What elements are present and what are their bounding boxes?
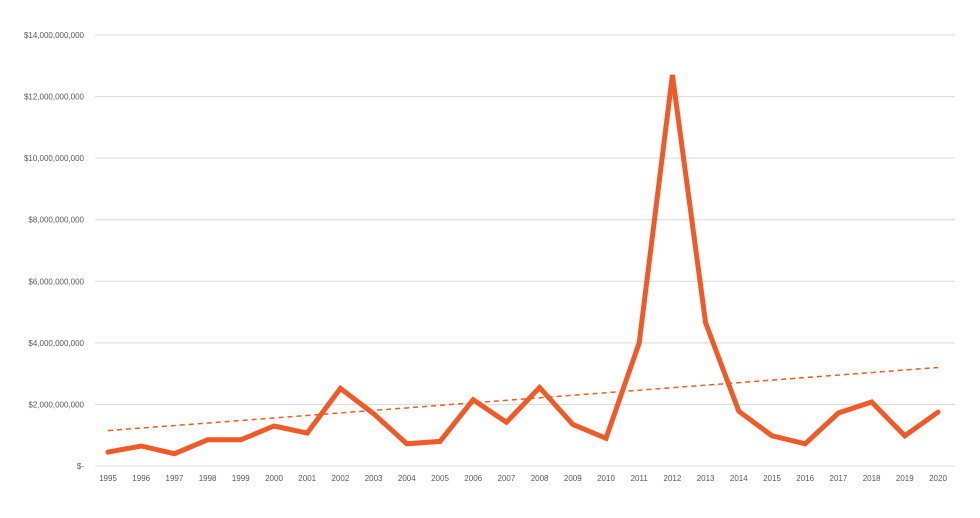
trendline: [107, 366, 939, 432]
x-tick-label: 2001: [298, 474, 316, 483]
x-axis-labels: 1995 1996 1997 1998 1999 2000 2001 2002 2003 2004…: [99, 474, 947, 483]
y-tick-label: $14,000,000,000: [24, 31, 85, 40]
x-tick-label: 2018: [863, 474, 881, 483]
y-tick-label: $2,000,000,000: [28, 400, 84, 409]
x-tick-label: 2011: [631, 474, 649, 483]
x-tick-label: 2012: [664, 474, 682, 483]
data-series-line: [105, 74, 941, 457]
x-tick-label: 1995: [99, 474, 117, 483]
y-tick-label: $12,000,000,000: [24, 93, 85, 102]
x-tick-label: 2017: [830, 474, 848, 483]
x-tick-label: 2013: [697, 474, 715, 483]
x-tick-label: 2006: [464, 474, 482, 483]
x-tick-label: 2020: [929, 474, 947, 483]
x-tick-label: 2000: [265, 474, 283, 483]
x-tick-label: 1999: [232, 474, 250, 483]
x-tick-label: 1997: [166, 474, 184, 483]
x-tick-label: 1998: [199, 474, 217, 483]
x-tick-label: 2007: [498, 474, 516, 483]
y-tick-label: $-: [77, 462, 84, 471]
x-tick-label: 1996: [132, 474, 150, 483]
x-tick-label: 2009: [564, 474, 582, 483]
x-tick-label: 2010: [597, 474, 615, 483]
y-axis-labels: $- $2,000,000,000 $4,000,000,000 $6,000,000…: [24, 31, 85, 471]
x-tick-label: 2005: [431, 474, 449, 483]
x-tick-label: 2008: [531, 474, 549, 483]
y-tick-label: $6,000,000,000: [28, 277, 84, 286]
x-tick-label: 2015: [763, 474, 781, 483]
y-tick-label: $8,000,000,000: [28, 216, 84, 225]
x-tick-label: 2004: [398, 474, 416, 483]
x-tick-label: 2016: [796, 474, 814, 483]
x-tick-label: 2019: [896, 474, 914, 483]
gridlines: [95, 34, 955, 467]
x-tick-label: 2002: [332, 474, 350, 483]
y-tick-label: $10,000,000,000: [24, 154, 85, 163]
y-tick-label: $4,000,000,000: [28, 339, 84, 348]
x-tick-label: 2003: [365, 474, 383, 483]
x-tick-label: 2014: [730, 474, 748, 483]
